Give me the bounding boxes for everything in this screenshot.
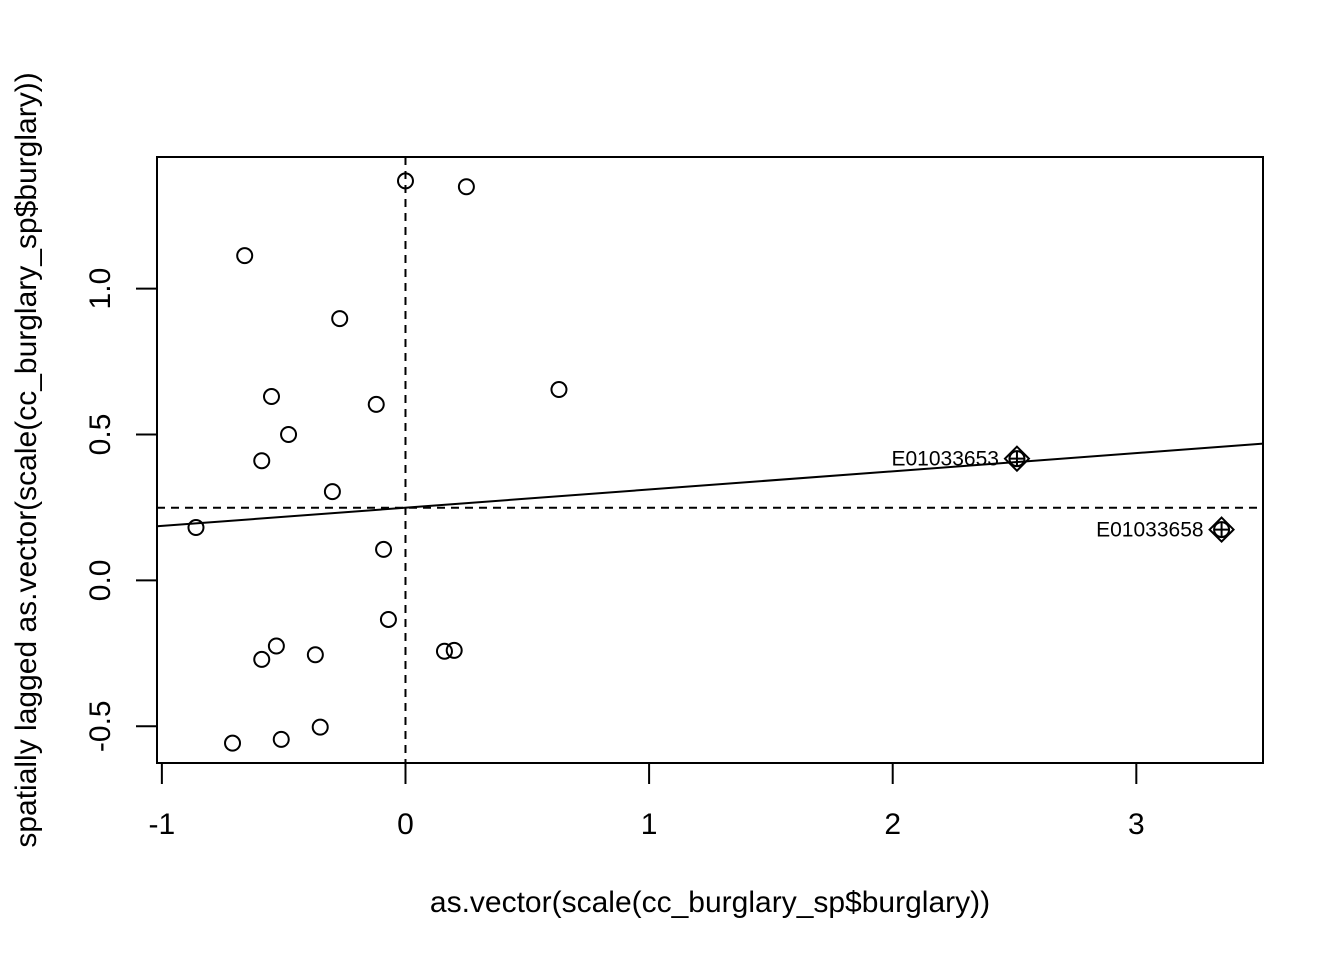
data-point bbox=[187, 519, 205, 537]
influential-point bbox=[1003, 445, 1031, 473]
data-point bbox=[331, 310, 349, 328]
x-tick-label: -1 bbox=[149, 808, 176, 841]
influential-point-label: E01033653 bbox=[891, 448, 998, 471]
x-tick-label: 0 bbox=[397, 808, 414, 841]
x-axis-label: as.vector(scale(cc_burglary_sp$burglary)… bbox=[430, 886, 990, 919]
x-axis: -1 0 1 2 3 bbox=[149, 762, 1145, 841]
data-point bbox=[375, 540, 393, 558]
data-point bbox=[267, 637, 285, 655]
data-point bbox=[445, 641, 463, 659]
data-point bbox=[435, 642, 453, 660]
data-point bbox=[323, 483, 341, 501]
data-point bbox=[253, 650, 271, 668]
data-point bbox=[396, 172, 414, 190]
data-point bbox=[306, 646, 324, 664]
x-tick-label: 2 bbox=[884, 808, 901, 841]
y-tick-label: 0.0 bbox=[84, 559, 117, 601]
influential-point-label: E01033658 bbox=[1096, 519, 1203, 542]
data-point bbox=[367, 395, 385, 413]
data-point bbox=[379, 610, 397, 628]
data-point bbox=[311, 718, 329, 736]
data-point bbox=[262, 388, 280, 406]
y-axis-label: spatially lagged as.vector(scale(cc_burg… bbox=[10, 72, 43, 847]
plot-frame bbox=[156, 156, 1264, 764]
data-point bbox=[253, 452, 271, 470]
regression-line bbox=[156, 442, 1264, 528]
data-point bbox=[236, 247, 254, 265]
data-point bbox=[280, 425, 298, 443]
reference-lines bbox=[156, 157, 1264, 763]
point-labels: E01033653 E01033658 bbox=[891, 448, 1203, 542]
data-points bbox=[187, 172, 1236, 752]
y-tick-label: 1.0 bbox=[84, 268, 117, 310]
data-point bbox=[550, 381, 568, 399]
x-tick-label: 1 bbox=[641, 808, 658, 841]
y-tick-label: -0.5 bbox=[84, 700, 117, 752]
data-point bbox=[272, 730, 290, 748]
x-tick-label: 3 bbox=[1128, 808, 1145, 841]
y-axis: -0.5 0.0 0.5 1.0 bbox=[84, 268, 158, 752]
influential-point bbox=[1208, 516, 1236, 544]
y-tick-label: 0.5 bbox=[84, 414, 117, 456]
data-point bbox=[457, 178, 475, 196]
data-point bbox=[224, 734, 242, 752]
